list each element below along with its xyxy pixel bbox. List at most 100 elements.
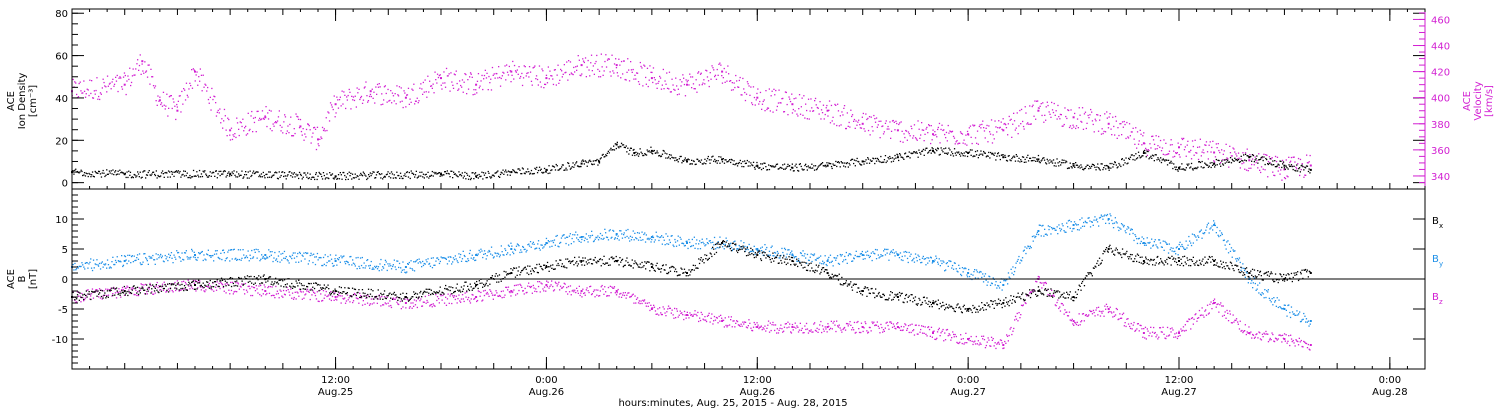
data-dot <box>760 168 763 171</box>
data-dot <box>676 240 679 242</box>
data-dot <box>990 151 992 154</box>
data-dot <box>416 306 418 309</box>
data-dot <box>1252 154 1255 157</box>
data-dot <box>615 234 617 236</box>
data-dot <box>658 155 660 157</box>
data-dot <box>842 261 844 263</box>
data-dot <box>1059 113 1062 116</box>
data-dot <box>564 72 566 74</box>
data-dot <box>381 295 383 298</box>
data-dot <box>306 290 308 292</box>
data-dot <box>114 263 116 266</box>
data-dot <box>689 163 691 165</box>
data-dot <box>634 232 636 234</box>
data-dot <box>115 76 117 78</box>
data-dot <box>845 127 847 130</box>
data-dot <box>792 255 794 257</box>
data-dot <box>268 176 271 178</box>
data-dot <box>104 175 106 178</box>
y-tick-label-right: 380 <box>1431 120 1450 131</box>
data-dot <box>764 244 766 246</box>
data-dot <box>708 159 710 161</box>
data-dot <box>1149 143 1151 145</box>
data-dot <box>329 254 332 256</box>
data-dot <box>1042 157 1044 159</box>
data-dot <box>215 170 217 172</box>
data-dot <box>770 95 772 97</box>
data-dot <box>1145 156 1147 158</box>
data-dot <box>860 127 863 129</box>
data-dot <box>415 260 417 262</box>
data-dot <box>1180 143 1182 146</box>
data-dot <box>977 157 979 159</box>
data-dot <box>121 289 123 291</box>
data-dot <box>295 113 297 115</box>
data-dot <box>343 91 345 93</box>
data-dot <box>265 294 267 296</box>
data-dot <box>429 304 432 306</box>
data-dot <box>526 72 528 75</box>
data-dot <box>1258 153 1260 155</box>
data-dot <box>412 172 414 175</box>
data-dot <box>1300 320 1302 323</box>
data-dot <box>513 252 515 255</box>
data-dot <box>586 238 588 240</box>
data-dot <box>1241 163 1243 165</box>
data-dot <box>849 253 851 255</box>
data-dot <box>321 300 323 302</box>
data-dot <box>863 254 865 256</box>
data-dot <box>483 250 486 252</box>
data-dot <box>455 295 457 297</box>
data-dot <box>639 236 641 239</box>
data-dot <box>1015 262 1017 264</box>
data-dot <box>604 60 606 63</box>
data-dot <box>604 228 606 230</box>
data-dot <box>136 257 138 259</box>
data-dot <box>164 254 166 257</box>
data-dot <box>108 267 111 269</box>
data-dot <box>460 301 462 303</box>
data-dot <box>787 249 789 251</box>
data-dot <box>1229 152 1232 154</box>
data-dot <box>362 267 364 269</box>
data-dot <box>510 81 512 83</box>
data-dot <box>217 109 219 112</box>
data-dot <box>131 176 133 178</box>
data-dot <box>347 261 349 264</box>
data-dot <box>1121 158 1123 161</box>
data-dot <box>876 249 878 251</box>
data-dot <box>525 292 527 294</box>
data-dot <box>870 160 872 162</box>
data-dot <box>1275 160 1278 163</box>
data-dot <box>652 67 655 69</box>
data-dot <box>723 67 725 70</box>
data-dot <box>408 103 410 105</box>
data-dot <box>1286 315 1288 317</box>
data-dot <box>439 74 441 76</box>
data-dot <box>79 265 81 268</box>
data-dot <box>554 244 556 246</box>
data-dot <box>1227 252 1230 254</box>
data-dot <box>665 233 667 235</box>
data-dot <box>742 160 744 163</box>
data-dot <box>1131 131 1133 133</box>
data-dot <box>376 302 378 304</box>
data-dot <box>160 289 162 291</box>
data-dot <box>536 78 539 81</box>
data-dot <box>972 274 974 276</box>
data-dot <box>743 88 745 90</box>
data-dot <box>286 259 288 261</box>
data-dot <box>713 160 715 162</box>
data-dot <box>477 177 479 179</box>
y-tick-label: 60 <box>55 52 68 63</box>
data-point <box>686 160 688 163</box>
data-dot <box>637 155 640 157</box>
data-dot <box>548 241 550 243</box>
data-dot <box>421 88 423 90</box>
data-dot <box>961 133 964 135</box>
data-dot <box>242 177 244 179</box>
data-dot <box>178 256 180 258</box>
data-dot <box>385 303 387 305</box>
data-dot <box>357 256 359 259</box>
